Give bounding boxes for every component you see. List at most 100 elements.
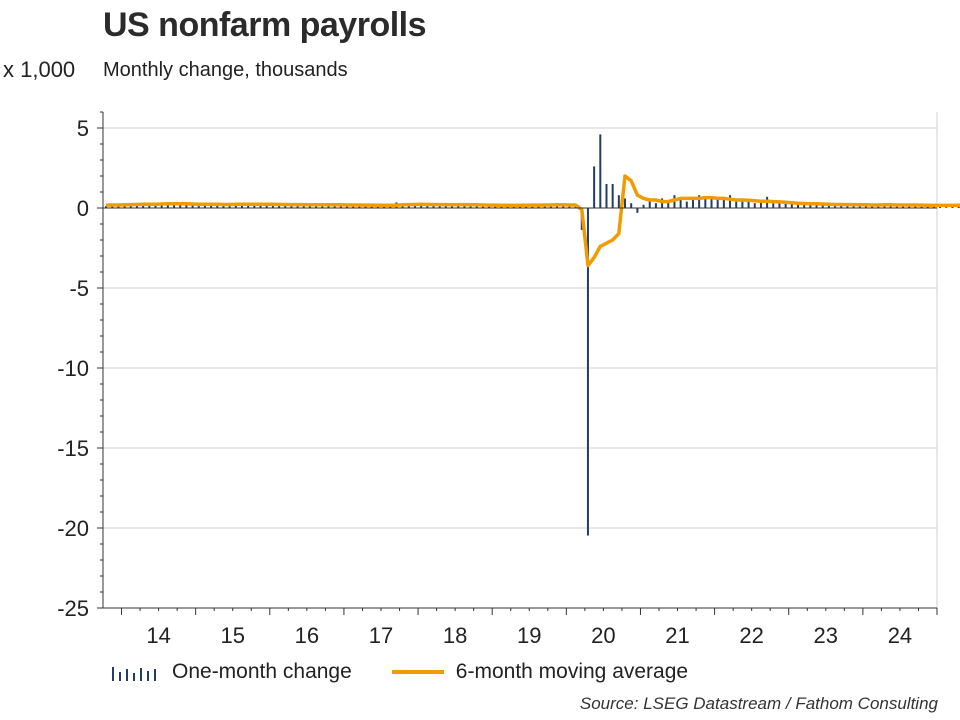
legend-item-line: 6-month moving average (390, 660, 688, 684)
bar (593, 166, 596, 208)
legend-bar-label: One-month change (172, 660, 352, 683)
bar (772, 203, 775, 208)
bar (432, 205, 435, 208)
bar (790, 203, 793, 208)
line-series (106, 174, 960, 268)
bar (117, 205, 120, 208)
y-tick-label: 0 (77, 196, 89, 221)
bar (154, 204, 157, 208)
bar (160, 204, 163, 208)
bar (797, 203, 799, 208)
bar (846, 205, 849, 208)
bar (908, 205, 911, 208)
bar (871, 205, 874, 208)
bar (376, 206, 379, 208)
bar (729, 195, 732, 208)
bar (945, 207, 948, 208)
bar (827, 204, 830, 208)
bar (105, 206, 108, 208)
x-tick-label: 18 (443, 623, 467, 648)
bar (278, 205, 281, 208)
line-legend-icon (391, 670, 444, 674)
bar (265, 204, 268, 208)
gridlines (103, 112, 938, 608)
bar (648, 200, 651, 208)
bar (247, 204, 250, 208)
legend-item-bars: One-month change (110, 660, 352, 684)
bar (611, 184, 614, 208)
bar (753, 203, 756, 208)
bar (228, 205, 231, 208)
bar (271, 204, 274, 208)
y-tick-label: -10 (57, 356, 89, 381)
bar (142, 204, 145, 208)
chart-subtitle: Monthly change, thousands (103, 59, 348, 81)
bar (747, 200, 750, 208)
bar (636, 208, 639, 213)
bar (716, 196, 719, 208)
bar (895, 206, 898, 208)
x-tick-label: 21 (665, 623, 689, 648)
y-tick-label: 5 (77, 116, 89, 141)
bar (191, 204, 194, 208)
x-tick-label: 15 (220, 623, 244, 648)
moving-average-line (106, 174, 960, 268)
bar (135, 204, 138, 208)
bar (809, 204, 812, 208)
bar (735, 201, 738, 208)
bar (173, 204, 176, 208)
legend: One-month change 6-month moving average (110, 660, 726, 684)
x-tick-labels: 14 15 16 17 18 19 20 21 22 23 24 (146, 623, 912, 648)
bar (685, 201, 688, 208)
bar (654, 203, 657, 208)
x-tick-label: 17 (369, 623, 393, 648)
bar (197, 206, 200, 208)
bar (667, 200, 670, 208)
chart-title: US nonfarm payrolls (103, 6, 427, 44)
legend-line-label: 6-month moving average (455, 660, 689, 683)
x-tick-label: 23 (814, 623, 838, 648)
bar (617, 195, 620, 208)
x-tick-label: 22 (739, 623, 763, 648)
bar (179, 203, 182, 208)
source-note: Source: LSEG Datastream / Fathom Consult… (579, 694, 938, 713)
bar (704, 198, 707, 208)
bar (586, 208, 589, 536)
bar (185, 203, 188, 208)
axes (97, 111, 938, 615)
bar (562, 205, 565, 208)
bar (630, 203, 633, 208)
bar (883, 205, 886, 208)
bar (302, 205, 305, 208)
bar (722, 200, 725, 208)
bar (315, 205, 318, 208)
y-tick-label: -5 (69, 276, 89, 301)
bar (327, 206, 330, 208)
y-tick-labels: 5 0 -5 -10 -15 -20 -25 (57, 116, 89, 621)
bar (222, 204, 225, 208)
bar (624, 198, 627, 208)
bar (803, 204, 806, 208)
bar (815, 204, 818, 208)
bar (599, 134, 602, 208)
bar (210, 204, 213, 208)
bar (488, 206, 491, 208)
bar (759, 201, 762, 208)
bar (784, 203, 787, 208)
y-tick-label: -25 (57, 596, 89, 621)
x-tick-label: 20 (591, 623, 615, 648)
bar (241, 204, 243, 208)
bar-series (105, 134, 960, 536)
bar-legend-icon (112, 667, 156, 681)
bar (691, 200, 694, 208)
y-tick-label: -20 (57, 516, 89, 541)
y-units-label: x 1,000 (3, 57, 76, 82)
bar (778, 202, 781, 208)
bar (821, 204, 824, 208)
bar (741, 201, 744, 208)
x-tick-label: 14 (146, 623, 170, 648)
bar (698, 195, 701, 208)
bar (679, 198, 682, 208)
x-tick-label: 24 (888, 623, 912, 648)
